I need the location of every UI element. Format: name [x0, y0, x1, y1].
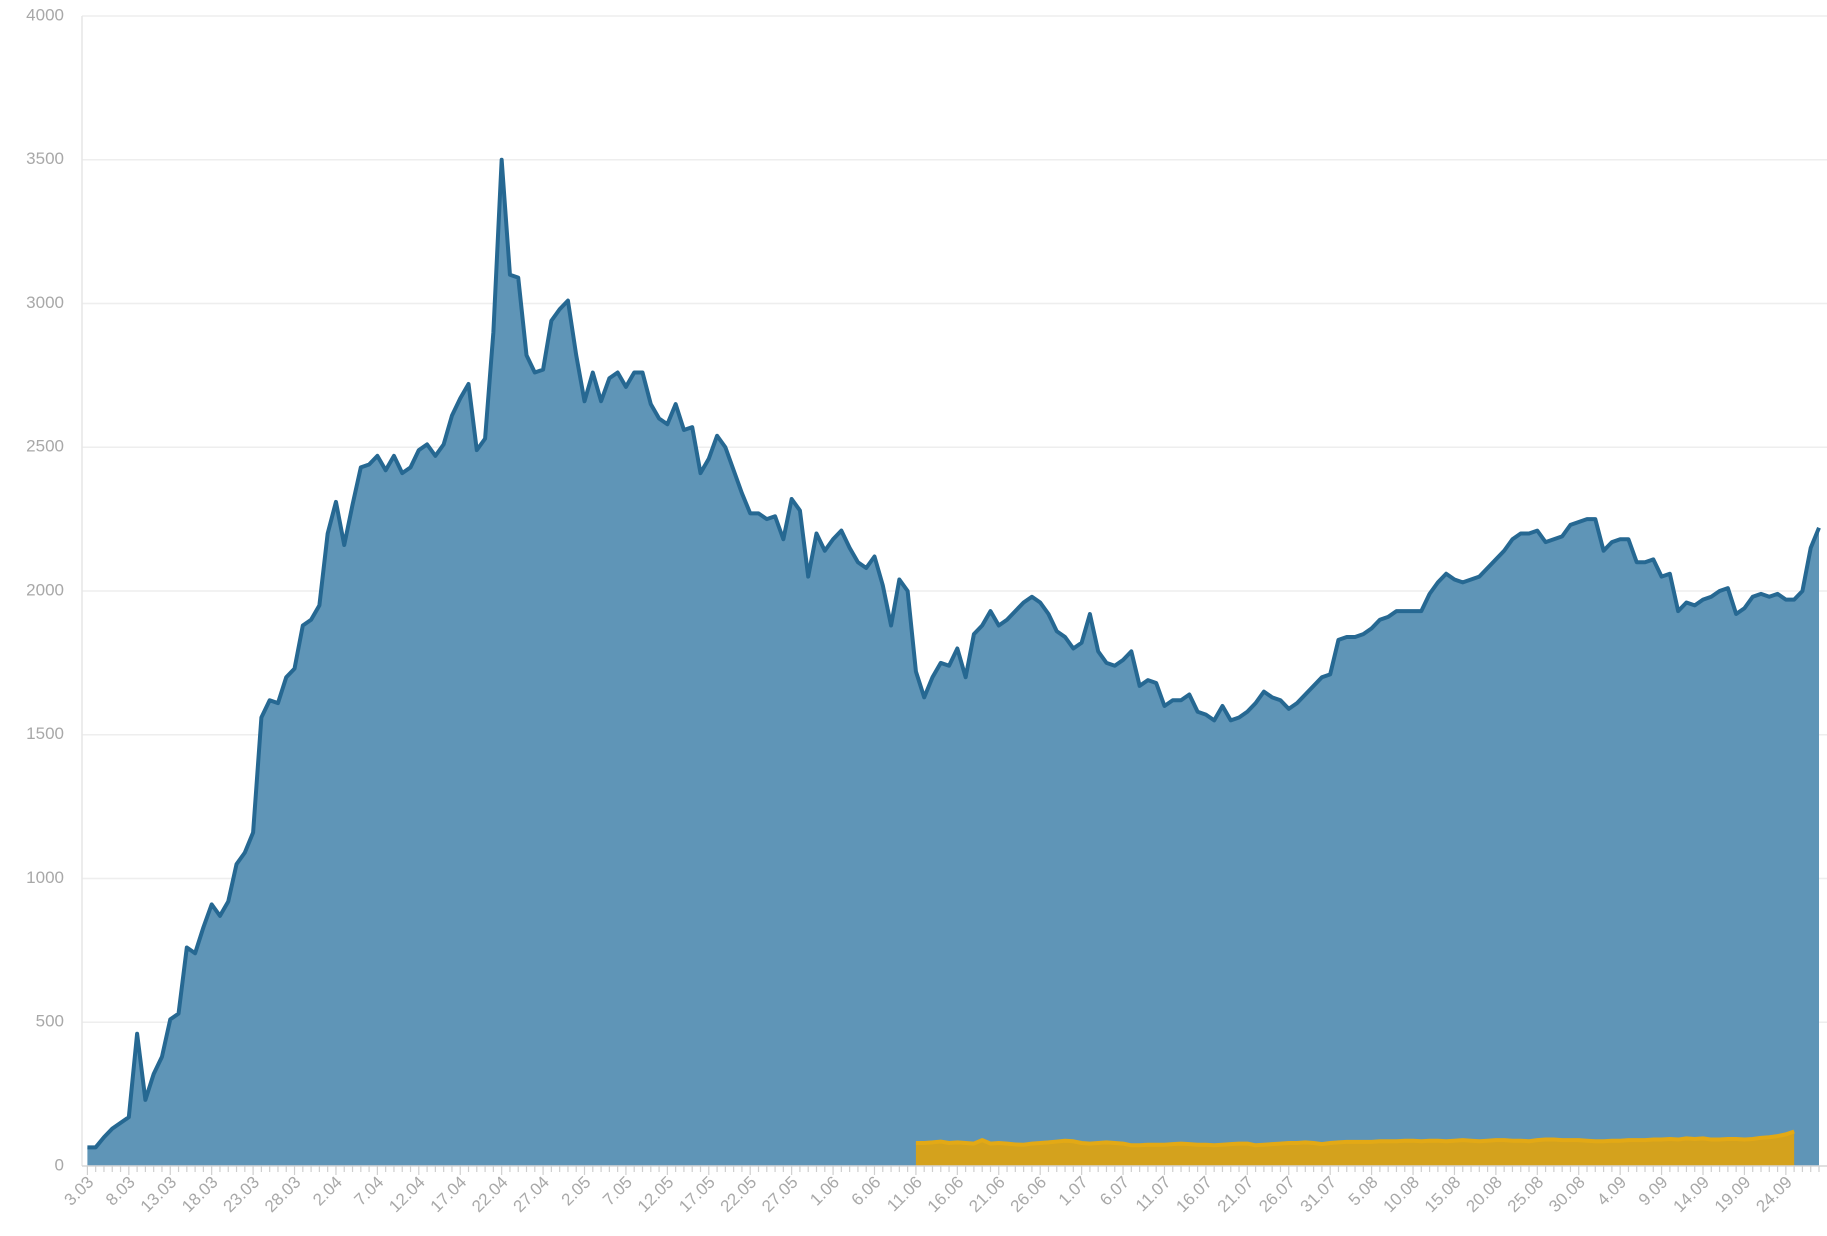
x-tick-label: 24.09 — [1752, 1173, 1796, 1217]
x-tick-label: 1.07 — [1055, 1173, 1092, 1210]
x-tick-label: 5.08 — [1345, 1173, 1382, 1210]
x-tick-label: 16.07 — [1172, 1173, 1216, 1217]
x-tick-label: 4.09 — [1593, 1173, 1630, 1210]
x-tick-label: 7.04 — [351, 1173, 388, 1210]
x-tick-label: 26.06 — [1007, 1173, 1051, 1217]
x-tick-label: 27.04 — [510, 1173, 554, 1217]
x-tick-label: 12.04 — [385, 1173, 429, 1217]
x-tick-label: 28.03 — [261, 1173, 305, 1217]
x-tick-label: 11.07 — [1132, 1173, 1175, 1216]
y-tick-label: 1500 — [26, 724, 64, 743]
x-tick-label: 20.08 — [1462, 1173, 1506, 1217]
x-tick-label: 6.07 — [1096, 1173, 1133, 1210]
y-tick-label: 2500 — [26, 437, 64, 456]
x-tick-label: 15.08 — [1421, 1173, 1465, 1217]
x-tick-label: 22.04 — [468, 1173, 512, 1217]
y-tick-label: 3500 — [26, 149, 64, 168]
x-tick-label: 16.06 — [924, 1173, 968, 1217]
x-tick-label: 30.08 — [1545, 1173, 1589, 1217]
y-tick-label: 2000 — [26, 580, 64, 599]
x-tick-label: 9.09 — [1635, 1173, 1672, 1210]
x-tick-label: 11.06 — [883, 1173, 926, 1216]
x-tick-label: 3.03 — [61, 1173, 98, 1210]
x-tick-label: 14.09 — [1669, 1173, 1713, 1217]
x-tick-label: 21.07 — [1214, 1173, 1258, 1217]
x-tick-label: 31.07 — [1297, 1173, 1341, 1217]
y-tick-label: 500 — [36, 1012, 64, 1031]
y-tick-label: 3000 — [26, 293, 64, 312]
x-tick-label: 10.08 — [1380, 1173, 1424, 1217]
x-tick-label: 7.05 — [599, 1173, 636, 1210]
y-tick-label: 0 — [55, 1155, 64, 1174]
x-tick-label: 13.03 — [137, 1173, 181, 1217]
x-tick-label: 2.05 — [558, 1173, 595, 1210]
x-tick-label: 19.09 — [1711, 1173, 1755, 1217]
x-tick-label: 21.06 — [965, 1173, 1009, 1217]
x-tick-label: 27.05 — [758, 1173, 802, 1217]
y-tick-label: 4000 — [26, 5, 64, 24]
x-tick-label: 25.08 — [1504, 1173, 1548, 1217]
x-tick-label: 18.03 — [178, 1173, 222, 1217]
x-tick-label: 17.04 — [427, 1173, 471, 1217]
x-tick-label: 1.06 — [806, 1173, 843, 1210]
x-tick-label: 6.06 — [848, 1173, 885, 1210]
x-tick-label: 2.04 — [309, 1173, 346, 1210]
area-line — [915, 1129, 1795, 1148]
area-line — [87, 157, 1821, 1150]
x-tick-label: 26.07 — [1255, 1173, 1299, 1217]
x-tick-label: 12.05 — [634, 1173, 678, 1217]
x-tick-label: 23.03 — [220, 1173, 264, 1217]
y-tick-label: 1000 — [26, 868, 64, 887]
x-tick-label: 22.05 — [717, 1173, 761, 1217]
x-tick-label: 8.03 — [102, 1173, 139, 1210]
x-tick-label: 17.05 — [675, 1173, 719, 1217]
area-fill — [87, 159, 1819, 1166]
